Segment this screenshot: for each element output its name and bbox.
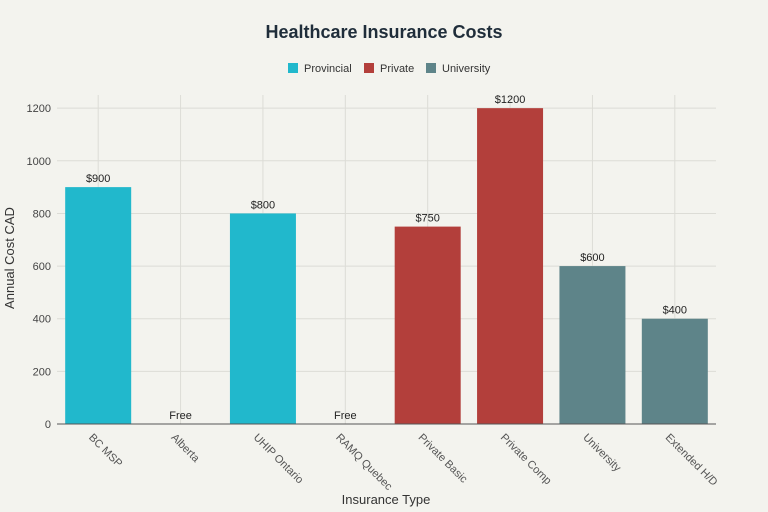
y-tick-label: 400: [33, 314, 51, 326]
x-tick-label: RAMQ Quebec: [333, 432, 395, 494]
legend: Provincial Private University: [288, 63, 491, 75]
x-tick-label: UHIP Ontario: [251, 432, 306, 487]
bar-value-label: $900: [86, 173, 110, 185]
bar: [65, 187, 131, 424]
x-axis-ticks: BC MSP Alberta UHIP Ontario RAMQ Quebec Priv…: [86, 432, 720, 494]
bar: [559, 266, 625, 424]
y-tick-label: 800: [33, 208, 51, 220]
bar-value-label: $750: [415, 213, 439, 225]
bar: [230, 213, 296, 424]
legend-swatch-provincial: [288, 63, 298, 73]
chart-title: Healthcare Insurance Costs: [265, 22, 502, 42]
x-tick-label: University: [580, 432, 623, 475]
legend-label-university: University: [442, 63, 491, 75]
y-axis-title: Annual Cost CAD: [2, 207, 17, 309]
y-tick-label: 200: [33, 366, 51, 378]
x-tick-label: Private Basic: [416, 432, 470, 486]
legend-swatch-private: [364, 63, 374, 73]
x-tick-label: Extended H/D: [663, 432, 720, 489]
bar-value-label: $1200: [495, 94, 526, 106]
y-axis-ticks: 0 200 400 600 800 1000 1200: [27, 103, 51, 431]
x-tick-label: Alberta: [168, 432, 202, 466]
y-tick-label: 1000: [27, 156, 51, 168]
bar: [395, 227, 461, 424]
bar-value-label: $600: [580, 252, 604, 264]
bar: [642, 319, 708, 424]
bar: [477, 108, 543, 424]
x-tick-label: BC MSP: [86, 432, 124, 470]
legend-label-private: Private: [380, 63, 414, 75]
legend-swatch-university: [426, 63, 436, 73]
bar-value-label: $400: [663, 305, 687, 317]
y-tick-label: 600: [33, 261, 51, 273]
bar-value-label: Free: [169, 410, 192, 422]
legend-label-provincial: Provincial: [304, 63, 352, 75]
y-tick-label: 1200: [27, 103, 51, 115]
y-tick-label: 0: [45, 419, 51, 431]
x-tick-label: Private Comp: [498, 432, 554, 488]
x-axis-title: Insurance Type: [342, 492, 431, 507]
bar-value-label: $800: [251, 199, 275, 211]
bar-value-label: Free: [334, 410, 357, 422]
